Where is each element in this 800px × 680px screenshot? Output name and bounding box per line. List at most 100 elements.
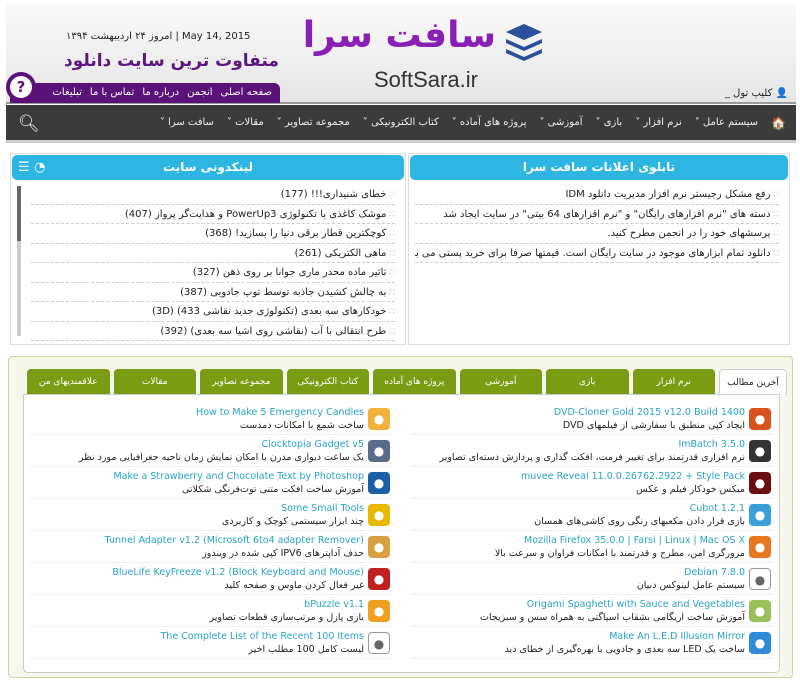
- item-title[interactable]: Clocktopia Gadget v5: [261, 439, 364, 450]
- firefox-icon[interactable]: ●: [749, 536, 771, 558]
- nav-images[interactable]: مجموعه تصاویر ˅: [276, 117, 350, 128]
- link-item[interactable]: تاثیر ماده مخدر ماری جوانا بر روی ذهن (3…: [31, 263, 395, 283]
- logo[interactable]: سافت سرا SoftSara.ir: [302, 14, 549, 98]
- main-nav: 🏠 سیستم عامل ˅ نرم افزار ˅ بازی ˅ آموزشی…: [6, 105, 796, 143]
- item-desc: سیستم عامل لینوکس دبیان: [636, 580, 745, 591]
- item-title[interactable]: Origami Spaghetti with Sauce and Vegetab…: [526, 599, 745, 610]
- logo-text-fa: سافت سرا: [302, 15, 496, 56]
- nav-ebooks[interactable]: کتاب الکترونیکی ˅: [362, 117, 439, 128]
- topnav-contact[interactable]: تماس با ما: [89, 87, 135, 98]
- candle-icon[interactable]: ●: [368, 408, 390, 430]
- item-title[interactable]: muvee Reveal 11.0.0.26762.2922 + Style P…: [521, 471, 745, 482]
- links-header: لینکدونی سایت ☰ ◔: [12, 155, 404, 180]
- item-title[interactable]: How to Make 5 Emergency Candles: [196, 407, 364, 418]
- item-desc: چند ابزار سیستمی کوچک و کاربردی: [221, 516, 364, 527]
- item-desc: نرم افزاری قدرتمند برای تغییر فرمت، افکت…: [439, 452, 745, 463]
- item-desc: آموزش ساخت اریگامی بشقاب اسپاگتی به همرا…: [480, 612, 745, 623]
- item-desc: مرورگری امن، مطرح و قدرتمند با امکانات ف…: [494, 548, 745, 559]
- notice-item[interactable]: پرسشهای خود را در انجمن مطرح کنید.: [415, 224, 779, 244]
- item-title[interactable]: The Complete List of the Recent 100 Item…: [160, 631, 365, 642]
- list-item: ● DVD-Cloner Gold 2015 v12.0 Build 1400 ای…: [411, 403, 773, 435]
- link-item[interactable]: خطای شنیداری!!! (177): [31, 185, 395, 205]
- link-item[interactable]: موشک کاغذی با تکنولوژی PowerUp3 و هدایت‌…: [31, 205, 395, 224]
- notice-board: تابلوی اعلانات سافت سرا رفع مشکل رجیستر …: [408, 153, 790, 345]
- tab[interactable]: نرم افزار: [632, 369, 715, 395]
- plate-icon[interactable]: ●: [749, 600, 771, 622]
- broom-icon[interactable]: ●: [368, 536, 390, 558]
- nav-articles[interactable]: مقالات ˅: [226, 117, 264, 128]
- item-title[interactable]: DVD-Cloner Gold 2015 v12.0 Build 1400: [553, 407, 745, 418]
- scrollbar[interactable]: [17, 186, 21, 336]
- debian-icon[interactable]: ●: [749, 568, 771, 590]
- topnav-about[interactable]: درباره ما: [142, 87, 180, 98]
- slogan: متفاوت ترین سایت دانلود: [64, 51, 279, 71]
- item-title[interactable]: BlueLife KeyFreeze v1.2 (Block Keyboard …: [112, 567, 364, 578]
- home-icon[interactable]: 🏠: [771, 115, 786, 130]
- item-desc: حذف آداپترهای IPV6 کپی شده در ویندوز: [202, 548, 364, 559]
- link-item[interactable]: به چالش کشیدن جاذبه توسط توپ جادویی (387…: [31, 283, 395, 302]
- blue-cube-icon[interactable]: ●: [749, 632, 771, 654]
- left-column: ● How to Make 5 Emergency Candles ساخت شمع…: [30, 403, 392, 659]
- item-title[interactable]: Some Small Tools: [281, 503, 364, 514]
- tab[interactable]: علاقمندیهای من: [27, 369, 110, 395]
- topnav-forum[interactable]: انجمن: [187, 87, 213, 98]
- item-title[interactable]: Mozilla Firefox 35.0.0 | Farsi | Linux |…: [524, 535, 745, 546]
- list-item: ● How to Make 5 Emergency Candles ساخت شمع…: [30, 403, 392, 435]
- item-desc: لیست کامل 100 مطلب اخیر: [248, 644, 364, 655]
- topnav-home[interactable]: صفحه اصلی: [220, 87, 272, 98]
- notice-item[interactable]: رفع مشکل رجیستر نرم افزار مدیریت دانلود …: [415, 185, 779, 205]
- item-title[interactable]: Cubot 1.2.1: [689, 503, 745, 514]
- list-item: ● Make a Strawberry and Chocolate Text by…: [30, 467, 392, 499]
- item-title[interactable]: Make a Strawberry and Chocolate Text by …: [113, 471, 364, 482]
- item-title[interactable]: Debian 7.8.0: [684, 567, 745, 578]
- logo-text-en: SoftSara.ir: [374, 67, 478, 92]
- tab[interactable]: پروژه های آماده: [373, 369, 456, 395]
- item-desc: ساخت یک LED سه بعدی و جادویی با بهره‌گیر…: [504, 644, 745, 655]
- user-link[interactable]: 👤 کلیپ تول _: [725, 88, 788, 99]
- nav-games[interactable]: بازی ˅: [595, 117, 623, 128]
- lock-icon[interactable]: ●: [368, 568, 390, 590]
- item-title[interactable]: Tunnel Adapter v1.2 (Microsoft 6to4 adap…: [104, 535, 364, 546]
- clapper-icon[interactable]: ●: [749, 472, 771, 494]
- nav-os[interactable]: سیستم عامل ˅: [694, 117, 759, 128]
- 100-icon[interactable]: ●: [368, 632, 390, 654]
- item-desc: بازی پازل و مرتب‌سازی قطعات تصاویر: [209, 612, 364, 623]
- list-item: ● The Complete List of the Recent 100 Ite…: [30, 627, 392, 659]
- notice-item[interactable]: دانلود تمام ابزارهای موجود در سایت رایگا…: [415, 244, 779, 263]
- clock-icon[interactable]: ●: [368, 440, 390, 462]
- item-title[interactable]: Make An L.E.D Illusion Mirror: [609, 631, 745, 642]
- list-item: ● Cubot 1.2.1 بازی قرار دادن مکعبهای رنگی …: [411, 499, 773, 531]
- link-item[interactable]: کوچکترین قطار برقی دنیا را بسازید! (368): [31, 224, 395, 244]
- item-title[interactable]: bPuzzle v1.1: [304, 599, 364, 610]
- tab[interactable]: مقالات: [113, 369, 196, 395]
- tab[interactable]: آخرین مطالب: [719, 369, 787, 395]
- cube-app-icon[interactable]: ●: [749, 504, 771, 526]
- user-name: کلیپ تول _: [724, 88, 773, 99]
- tab[interactable]: مجموعه تصاویر: [200, 369, 283, 395]
- links-box: لینکدونی سایت ☰ ◔ خطای شنیداری!!! (177) م…: [10, 153, 406, 345]
- link-item[interactable]: ماهی الکتریکی (261): [31, 244, 395, 263]
- notice-item[interactable]: دسته های "نرم افزارهای رایگان" و "نرم اف…: [415, 205, 779, 224]
- notice-title: تابلوی اعلانات سافت سرا: [410, 155, 788, 180]
- nav-projects[interactable]: پروژه های آماده ˅: [451, 117, 527, 128]
- link-item[interactable]: خودکارهای سه بعدی (تکنولوژی جدید نقاشی 4…: [31, 302, 395, 322]
- date: امروز ۲۴ اردیبهشت ۱۳۹۴ | May 14, 2015: [66, 31, 251, 42]
- b-circle-icon[interactable]: ●: [749, 440, 771, 462]
- topnav-ads[interactable]: تبلیغات: [52, 87, 82, 98]
- search-icon[interactable]: 🔍︎: [18, 114, 40, 134]
- tab[interactable]: بازی: [546, 369, 629, 395]
- tab[interactable]: آموزشی: [459, 369, 542, 395]
- help-button[interactable]: ?: [6, 72, 36, 102]
- nav-softsara[interactable]: سافت سرا ˅: [159, 117, 214, 128]
- film-reel-icon[interactable]: ●: [749, 408, 771, 430]
- item-title[interactable]: ImBatch 3.5.0: [678, 439, 745, 450]
- nav-software[interactable]: نرم افزار ˅: [635, 117, 682, 128]
- photoshop-icon[interactable]: ●: [368, 472, 390, 494]
- nav-education[interactable]: آموزشی ˅: [539, 117, 583, 128]
- link-item[interactable]: طرح انتقالی با آب (نقاشی روی اشیا سه بعد…: [31, 322, 395, 341]
- gear-icon[interactable]: ●: [368, 504, 390, 526]
- rss-icon[interactable]: ☰ ◔: [18, 160, 46, 175]
- item-desc: ساخت شمع با امکانات دمدست: [239, 420, 364, 431]
- puzzle-icon[interactable]: ●: [368, 600, 390, 622]
- tab[interactable]: کتاب الکترونیکی: [286, 369, 369, 395]
